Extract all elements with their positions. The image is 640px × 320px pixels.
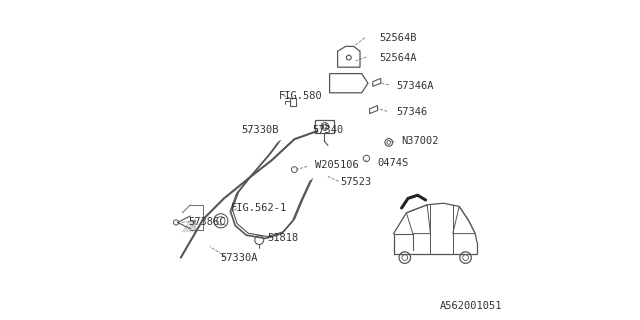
Text: 57340: 57340 <box>312 124 343 135</box>
Text: 0474S: 0474S <box>378 158 409 168</box>
Text: W205106: W205106 <box>315 160 359 170</box>
Text: FIG.562-1: FIG.562-1 <box>230 203 287 213</box>
Text: 57523: 57523 <box>340 177 372 188</box>
Text: A562001051: A562001051 <box>440 300 502 311</box>
Text: 57346: 57346 <box>397 107 428 117</box>
Text: 52564A: 52564A <box>380 52 417 63</box>
Text: N37002: N37002 <box>402 136 439 146</box>
Text: 57386C: 57386C <box>189 217 227 228</box>
Text: 57330A: 57330A <box>221 252 259 263</box>
Text: FIG.580: FIG.580 <box>278 91 322 101</box>
Text: 57330B: 57330B <box>242 124 279 135</box>
Text: 57346A: 57346A <box>397 81 435 92</box>
Text: 52564B: 52564B <box>380 33 417 44</box>
Text: 51818: 51818 <box>268 233 298 244</box>
